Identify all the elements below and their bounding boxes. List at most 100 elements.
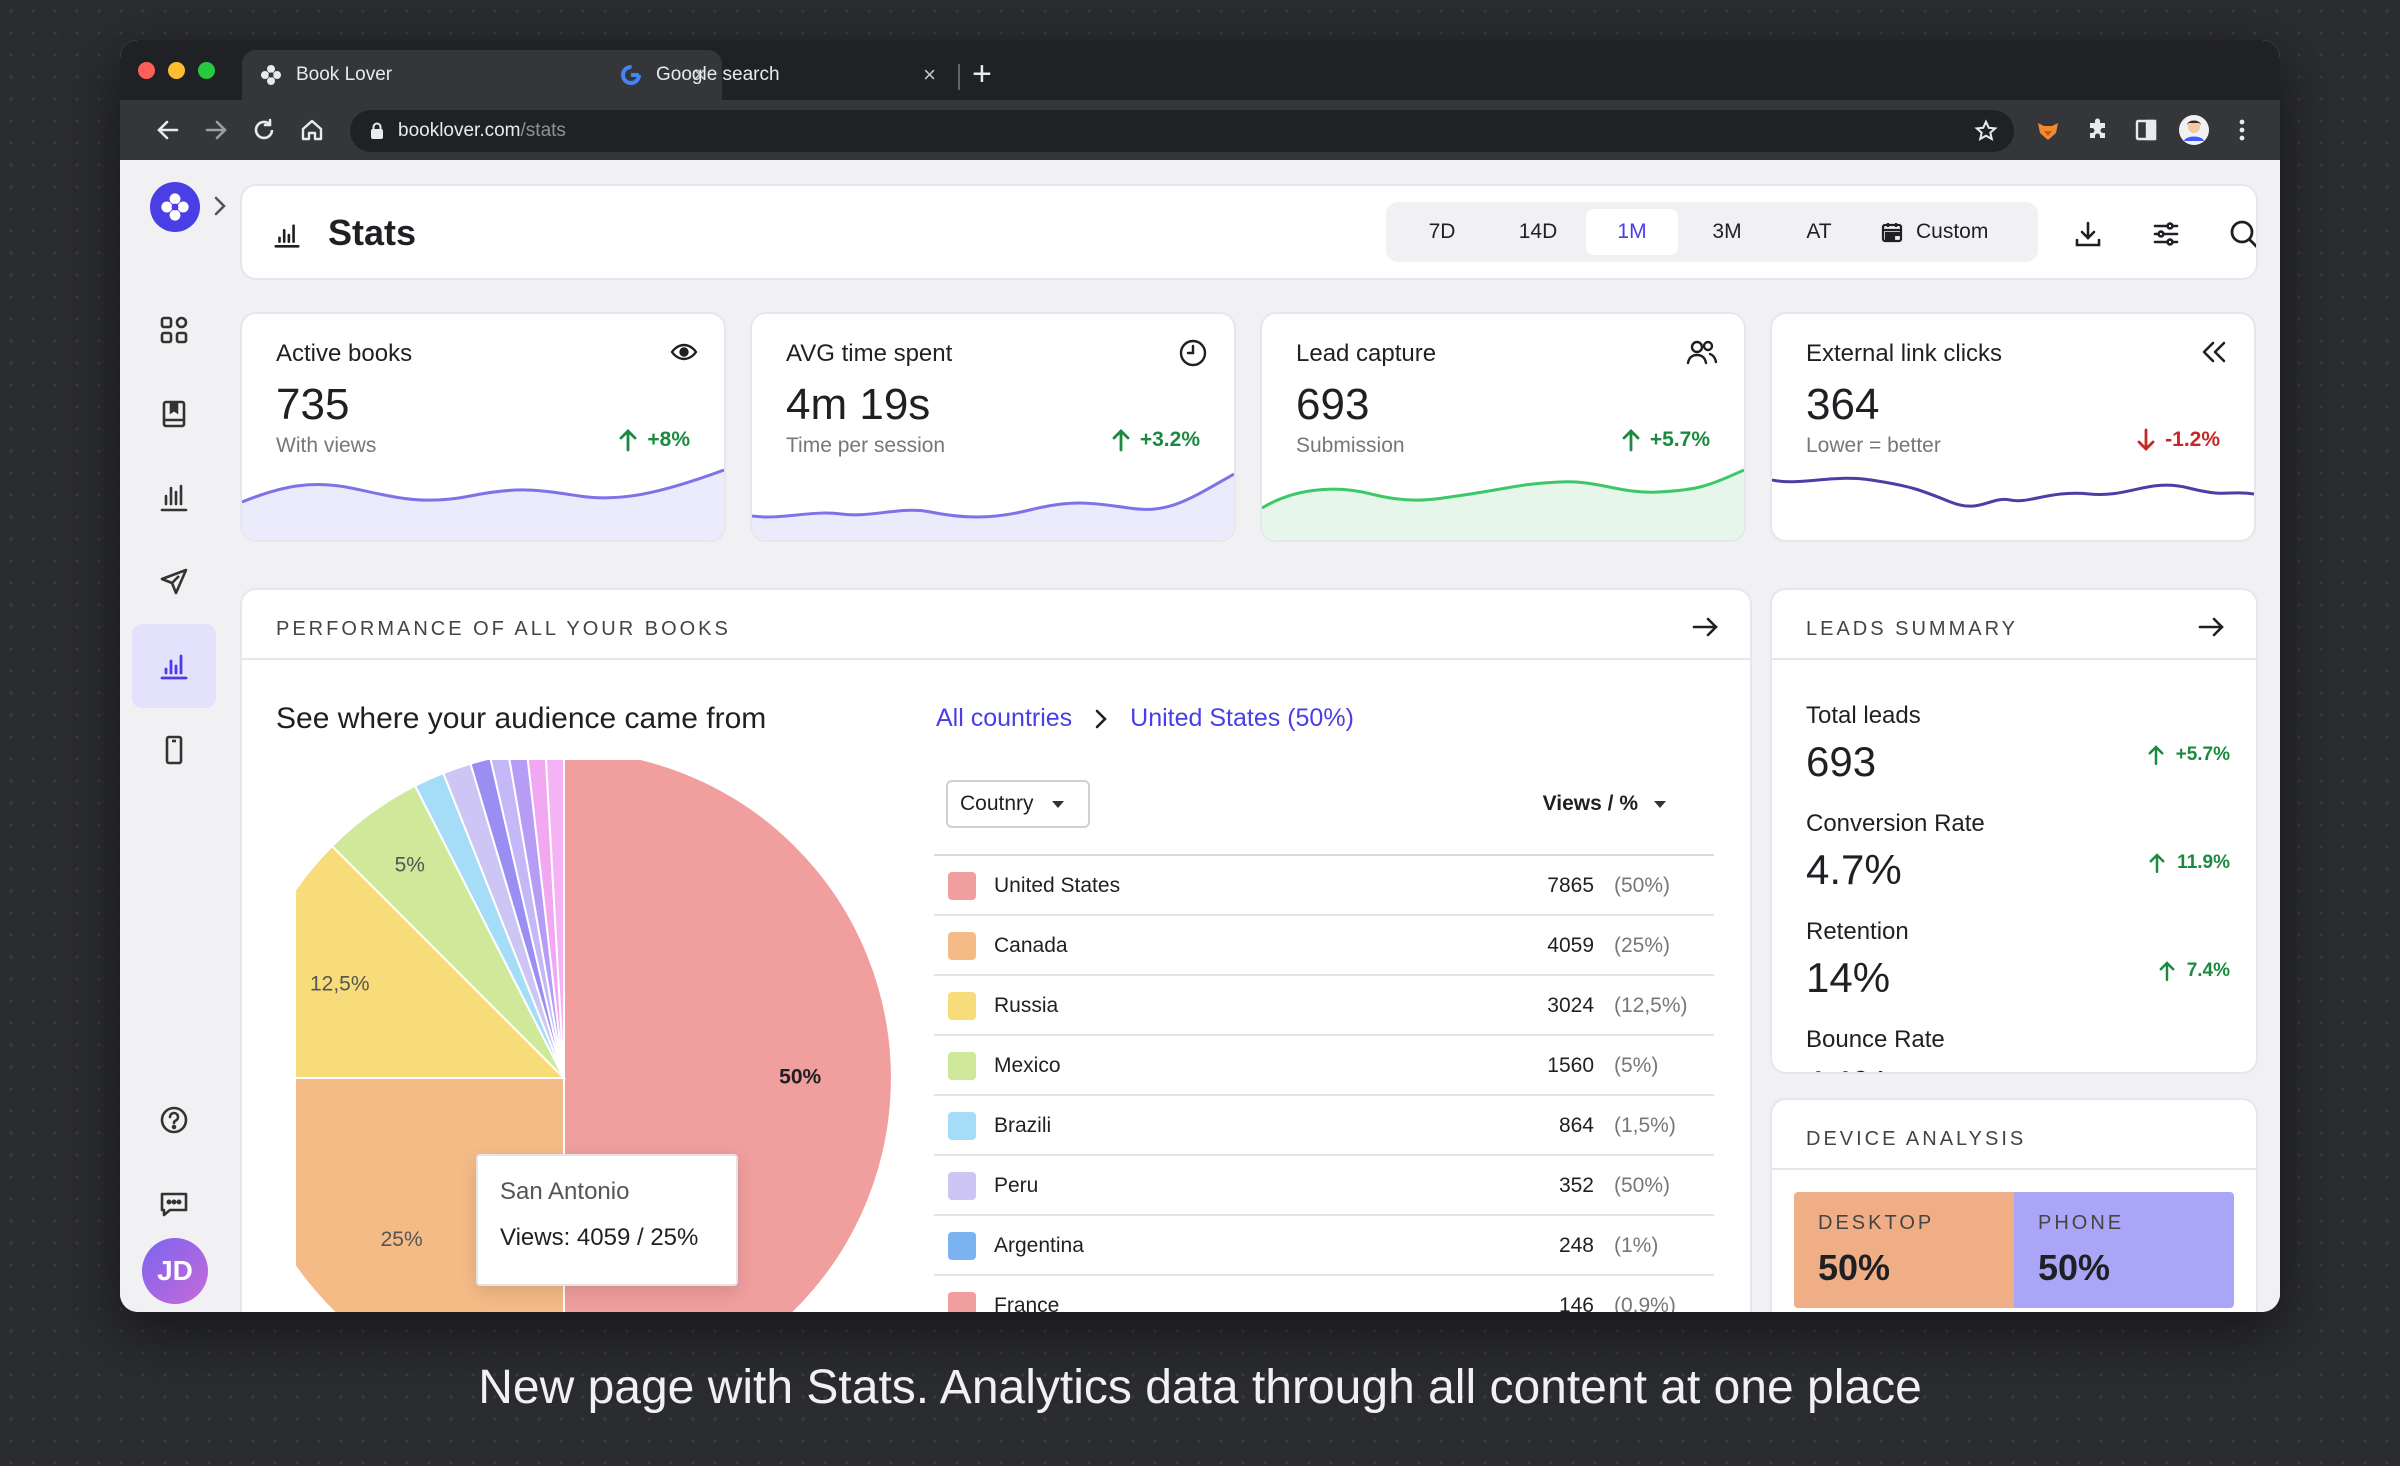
kpi-subtext: With views — [276, 434, 377, 457]
kpi-label: Lead capture — [1296, 340, 1437, 367]
tab-strip: Book Lover × Google search × + — [120, 40, 2280, 100]
kpi-card-active-books: Active books 735 With views +8% — [240, 312, 726, 542]
user-avatar[interactable]: JD — [142, 1238, 208, 1304]
table-row[interactable]: Brazili 864 (1,5%) — [934, 1096, 1714, 1156]
close-window-button[interactable] — [138, 62, 155, 79]
views-sort-button[interactable]: Views / % — [1543, 792, 1666, 816]
country-name: Brazili — [994, 1114, 1052, 1137]
profile-avatar-icon[interactable] — [2178, 114, 2210, 146]
expand-sidebar-chevron-icon[interactable] — [212, 194, 228, 223]
download-icon[interactable] — [2068, 214, 2108, 254]
close-tab-icon[interactable]: × — [693, 62, 706, 87]
sidebar-item-analytics[interactable] — [132, 456, 216, 540]
kpi-label: External link clicks — [1806, 340, 2003, 367]
device-label: PHONE — [2038, 1212, 2125, 1234]
url-host: booklover.com — [398, 120, 521, 141]
sidebar-item-stats[interactable] — [132, 624, 216, 708]
promo-caption: New page with Stats. Analytics data thro… — [478, 1361, 1922, 1414]
fox-extension-icon[interactable] — [2032, 114, 2064, 146]
table-row[interactable]: Argentina 248 (1%) — [934, 1216, 1714, 1276]
pie-slice-label: 25% — [381, 1228, 423, 1251]
pie-slice[interactable] — [508, 760, 565, 1079]
breadcrumb-all-countries[interactable]: All countries — [936, 704, 1073, 732]
pie-slice[interactable] — [296, 844, 567, 1079]
kpi-value: 693 — [1296, 380, 1370, 429]
bar-chart-icon — [160, 484, 188, 512]
range-7d[interactable]: 7D — [1428, 220, 1456, 243]
divider — [242, 658, 1750, 660]
table-row[interactable]: France 146 (0,9%) — [934, 1276, 1714, 1312]
app: JD Stats 7D 14D 1M 3M AT Custom — [120, 160, 2280, 1312]
chevron-right-icon — [1095, 709, 1108, 728]
browser-toolbar: booklover.com/stats — [120, 100, 2280, 160]
color-swatch — [948, 1172, 976, 1200]
range-3m[interactable]: 3M — [1712, 220, 1742, 243]
kpi-card-lead-capture: Lead capture 693 Submission +5.7% — [1260, 312, 1746, 542]
home-icon[interactable] — [296, 114, 328, 146]
range-1m[interactable]: 1M — [1586, 209, 1678, 255]
arrow-down-icon — [2137, 428, 2155, 451]
side-panel-icon[interactable] — [2130, 114, 2162, 146]
breadcrumb-current[interactable]: United States (50%) — [1130, 704, 1354, 732]
date-range-selector: 7D 14D 1M 3M AT Custom — [1386, 202, 2038, 262]
new-tab-button[interactable]: + — [972, 55, 992, 93]
caret-down-icon — [1654, 800, 1666, 808]
arrow-right-icon[interactable] — [1690, 612, 1720, 647]
filters-sliders-icon[interactable] — [2146, 214, 2186, 254]
extensions-puzzle-icon[interactable] — [2082, 114, 2114, 146]
views-percent: (50%) — [1614, 1174, 1671, 1197]
sidebar-item-mobile[interactable] — [132, 708, 216, 792]
pie-slice[interactable] — [526, 760, 565, 1079]
tab-book-lover[interactable]: Book Lover × — [242, 50, 722, 100]
arrow-right-icon[interactable] — [2196, 612, 2226, 647]
divider — [1772, 1168, 2256, 1170]
pie-slice[interactable] — [544, 760, 565, 1079]
tab-google-search[interactable]: Google search × — [602, 50, 952, 100]
arrow-up-icon — [2148, 745, 2164, 766]
table-row[interactable]: Peru 352 (50%) — [934, 1156, 1714, 1216]
pie-slice[interactable] — [469, 760, 565, 1079]
country-name: Canada — [994, 934, 1068, 957]
sidebar-item-help[interactable] — [132, 1078, 216, 1162]
book-icon — [162, 400, 186, 428]
country-name: France — [994, 1294, 1060, 1312]
color-swatch — [948, 1112, 976, 1140]
range-custom-button[interactable]: Custom — [1862, 209, 2006, 255]
tab-label: Google search — [656, 64, 780, 85]
arrow-up-icon — [1112, 429, 1130, 452]
tab-separator — [958, 64, 960, 90]
views-count: 7865 — [1547, 874, 1594, 897]
bookmark-star-icon[interactable] — [1974, 119, 1998, 149]
maximize-window-button[interactable] — [198, 62, 215, 79]
search-icon[interactable] — [2224, 214, 2256, 254]
country-name: Russia — [994, 994, 1059, 1017]
table-row[interactable]: Mexico 1560 (5%) — [934, 1036, 1714, 1096]
country-name: Peru — [994, 1174, 1039, 1197]
device-value: 50% — [2038, 1247, 2111, 1288]
views-percent: (25%) — [1614, 934, 1671, 957]
reload-icon[interactable] — [248, 114, 280, 146]
minimize-window-button[interactable] — [168, 62, 185, 79]
double-chevron-left-icon[interactable] — [2200, 338, 2228, 371]
sidebar-item-books[interactable] — [132, 372, 216, 456]
kpi-subtext: Submission — [1296, 434, 1405, 457]
sidebar-item-dashboard[interactable] — [132, 288, 216, 372]
address-bar[interactable]: booklover.com/stats — [350, 110, 2014, 152]
arrow-up-icon — [619, 429, 637, 452]
range-at[interactable]: AT — [1806, 220, 1832, 243]
forward-arrow-icon[interactable] — [200, 114, 232, 146]
app-logo-icon[interactable] — [150, 182, 200, 232]
table-row[interactable]: United States 7865 (50%) — [934, 856, 1714, 916]
sidebar-item-chat[interactable] — [132, 1162, 216, 1246]
range-14d[interactable]: 14D — [1518, 220, 1558, 243]
country-filter-select[interactable]: Coutnry — [946, 780, 1090, 828]
device-label: DESKTOP — [1818, 1212, 1935, 1234]
table-row[interactable]: Russia 3024 (12,5%) — [934, 976, 1714, 1036]
sidebar-item-send[interactable] — [132, 540, 216, 624]
back-arrow-icon[interactable] — [152, 114, 184, 146]
lead-item-conversion: Conversion Rate 4.7% 11.9% — [1806, 810, 2230, 893]
color-swatch — [948, 992, 976, 1020]
browser-menu-icon[interactable] — [2226, 114, 2258, 146]
close-tab-icon[interactable]: × — [923, 62, 936, 87]
table-row[interactable]: Canada 4059 (25%) — [934, 916, 1714, 976]
